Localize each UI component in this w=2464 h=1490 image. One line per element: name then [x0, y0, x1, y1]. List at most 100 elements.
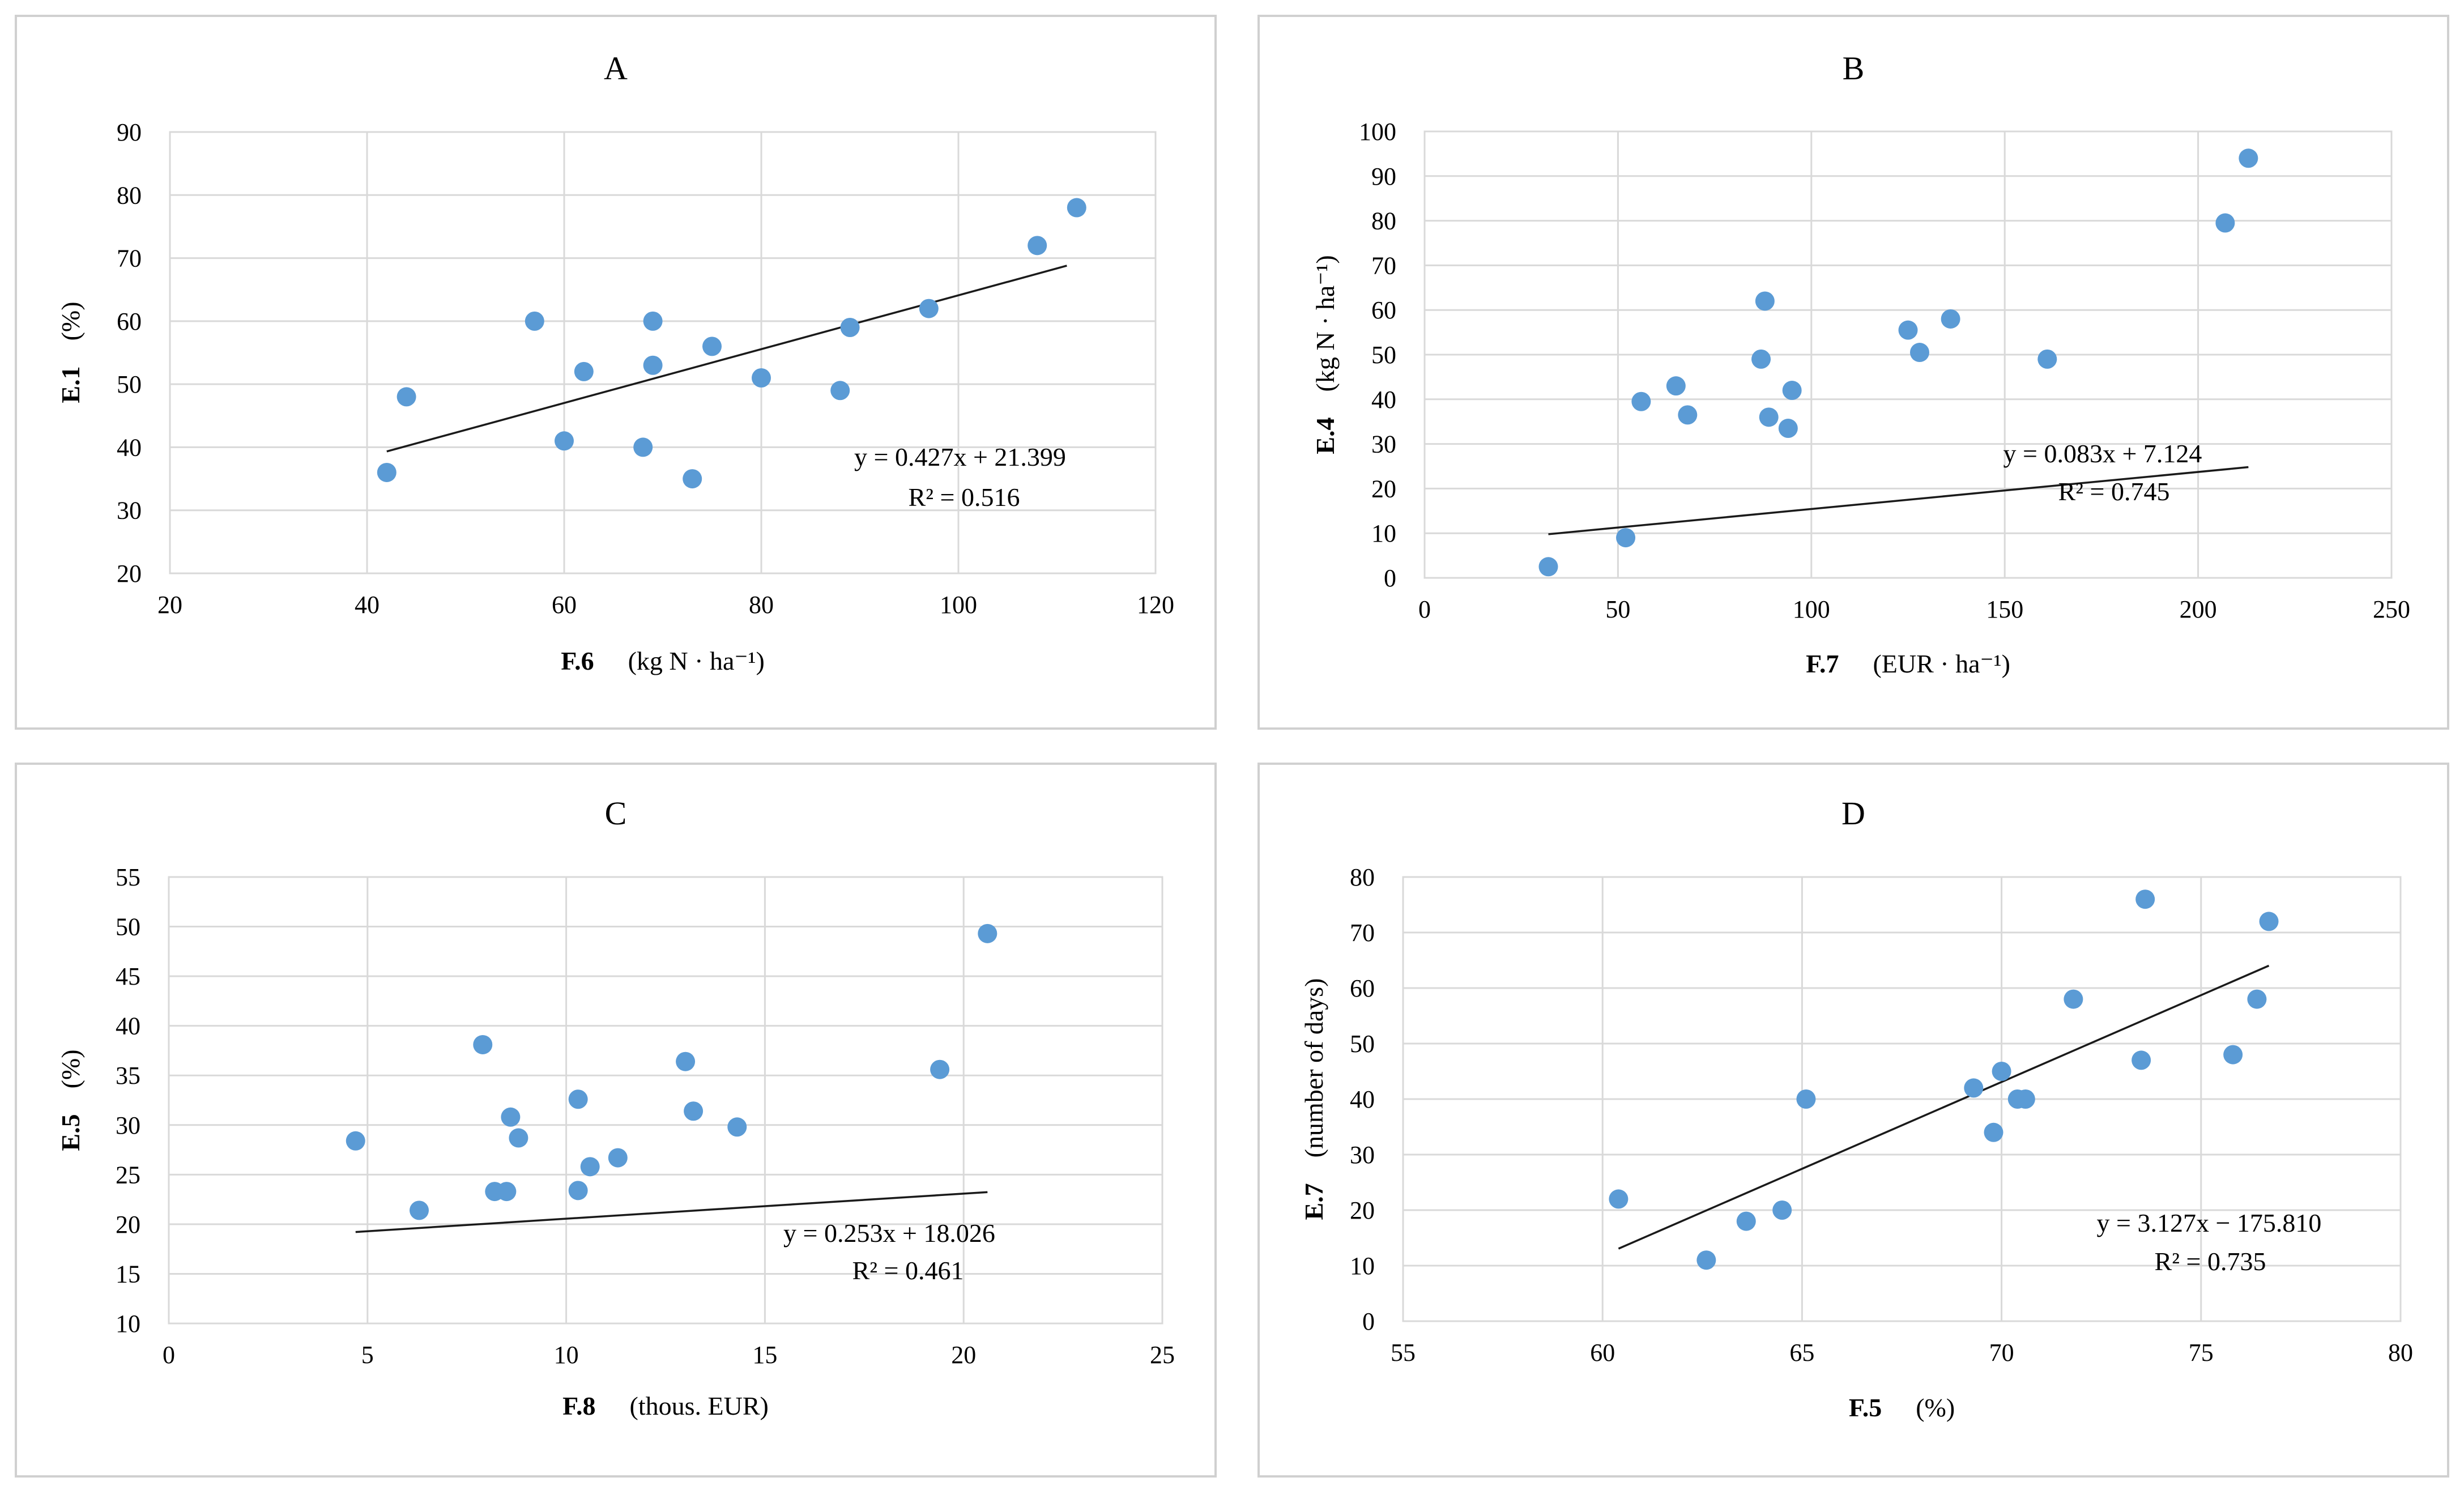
chart-c-x-tick-label: 15 [752, 1341, 777, 1369]
chart-d-y-tick-label: 20 [1350, 1197, 1375, 1224]
chart-d-y-tick-label: 80 [1350, 863, 1375, 891]
chart-a-data-point [574, 361, 594, 381]
chart-a-data-point [1028, 236, 1047, 256]
chart-b-x-tick-label: 150 [1986, 595, 2023, 623]
chart-c-y-axis-unit: (%) [56, 1049, 85, 1088]
chart-a-y-axis-title: E.1 (%) [56, 301, 85, 403]
chart-b-y-tick-label: 0 [1384, 564, 1396, 592]
chart-b-x-tick-label: 100 [1793, 595, 1830, 623]
chart-d-data-point [1696, 1250, 1716, 1270]
chart-c-data-point [684, 1101, 704, 1121]
chart-c-trend-line [355, 1191, 988, 1233]
chart-d-y-tick-label: 60 [1350, 974, 1375, 1002]
chart-c-data-point [978, 923, 997, 943]
chart-b-data-point [1782, 381, 1802, 401]
chart-c-frame [15, 763, 1217, 1478]
chart-d-data-point [2015, 1089, 2035, 1109]
chart-c-y-tick-label: 15 [116, 1260, 140, 1288]
chart-a-data-point [555, 431, 574, 451]
chart-d-data-point [2247, 989, 2267, 1009]
chart-a-x-axis-title: F.6 (kg N · ha⁻¹) [561, 646, 765, 675]
chart-c-y-tick-label: 10 [116, 1310, 140, 1338]
chart-c-title: C [605, 795, 627, 832]
chart-c-y-tick-label: 35 [116, 1062, 140, 1089]
chart-c-y-tick-label: 20 [116, 1211, 140, 1238]
chart-b-data-point [1666, 376, 1686, 396]
chart-a-data-point [397, 387, 416, 407]
chart-b-data-point [1678, 405, 1698, 425]
chart-c-data-point [473, 1035, 493, 1054]
chart-b-y-tick-label: 40 [1371, 386, 1396, 414]
chart-a-y-tick-label: 40 [117, 433, 142, 461]
chart-d-y-tick-label: 40 [1350, 1085, 1375, 1113]
chart-c-points [346, 923, 997, 1220]
chart-d-r-squared: R² = 0.735 [2155, 1247, 2266, 1276]
chart-b-grid [1423, 130, 2393, 579]
chart-b-data-point [1631, 391, 1651, 411]
chart-a: A 20 40 60 80 100 120 20 30 40 50 60 70 80 90 F.6 (kg N … [15, 15, 1217, 730]
chart-c-data-point [568, 1181, 588, 1200]
chart-b-y-tick-label: 50 [1371, 341, 1396, 369]
chart-d-x-tick-label: 70 [1989, 1339, 2014, 1366]
chart-a-data-point [830, 381, 850, 401]
chart-a-y-axis-unit: (%) [56, 301, 85, 340]
chart-b-y-tick-label: 10 [1371, 520, 1396, 547]
chart-d-data-point [2259, 912, 2279, 931]
chart-b-data-point [1778, 419, 1798, 439]
chart-b-points [1538, 148, 2258, 577]
chart-d-plot-area [1402, 876, 2402, 1322]
chart-c-x-tick-label: 25 [1150, 1341, 1175, 1369]
chart-a-r-squared: R² = 0.516 [909, 483, 1020, 512]
chart-d-data-point [1796, 1089, 1816, 1109]
chart-d: D 55 60 65 70 75 80 0 10 20 30 40 50 60 70 80 F.5 (%) E.7 (… [1257, 763, 2449, 1478]
chart-a-data-point [752, 368, 771, 388]
chart-b-y-tick-label: 100 [1359, 118, 1396, 146]
chart-a-data-point [1067, 198, 1086, 218]
chart-a-y-tick-label: 50 [117, 371, 142, 398]
chart-c-x-tick-label: 20 [951, 1341, 976, 1369]
chart-d-title: D [1841, 795, 1865, 832]
chart-c: C 0 5 10 15 20 25 10 15 20 25 30 35 40 45 50 55 F.8 (thous… [15, 763, 1217, 1478]
chart-d-x-tick-label: 80 [2388, 1339, 2413, 1366]
chart-b-data-point [1759, 407, 1779, 427]
chart-d-x-axis-unit: (%) [1916, 1393, 1955, 1422]
chart-d-data-point [1984, 1122, 2003, 1142]
chart-d-data-point [2064, 989, 2083, 1009]
chart-d-data-point [2132, 1050, 2151, 1070]
chart-b-y-axis-title: E.4 (kg N · ha⁻¹) [1311, 255, 1340, 454]
chart-c-data-point [930, 1059, 950, 1079]
chart-a-x-tick-label: 120 [1137, 591, 1174, 619]
chart-c-data-point [608, 1148, 628, 1168]
chart-c-data-point [580, 1157, 600, 1177]
chart-a-trend-line [386, 265, 1067, 453]
chart-c-x-axis-unit: (thous. EUR) [630, 1391, 769, 1420]
chart-c-data-point [509, 1128, 528, 1148]
chart-d-data-point [1736, 1211, 1756, 1231]
chart-a-y-tick-label: 30 [117, 497, 142, 525]
chart-c-data-point [497, 1182, 517, 1202]
chart-b-data-point [1751, 349, 1771, 369]
chart-d-frame [1257, 763, 2449, 1478]
chart-a-data-point [683, 469, 702, 489]
chart-b-x-tick-label: 0 [1418, 595, 1431, 623]
chart-b-data-point [1909, 343, 1929, 363]
chart-a-data-point [840, 317, 860, 337]
chart-d-data-point [1992, 1062, 2011, 1081]
chart-c-y-tick-label: 25 [116, 1161, 140, 1189]
chart-b-data-point [1538, 557, 1558, 577]
chart-a-data-point [633, 437, 653, 457]
chart-c-data-point [346, 1131, 365, 1151]
chart-a-y-tick-label: 80 [117, 181, 142, 209]
chart-c-data-point [410, 1200, 429, 1220]
chart-a-y-tick-label: 90 [117, 118, 142, 146]
chart-a-data-point [919, 299, 939, 318]
chart-b-plot-area [1423, 130, 2393, 579]
chart-d-x-tick-label: 75 [2189, 1339, 2214, 1366]
chart-c-equation: y = 0.253x + 18.026 [783, 1219, 995, 1248]
chart-b-frame [1257, 15, 2449, 730]
chart-a-x-axis-variable: F.6 [561, 646, 594, 675]
chart-b-x-tick-label: 50 [1605, 595, 1630, 623]
chart-a-y-tick-label: 60 [117, 308, 142, 335]
chart-a-x-tick-label: 20 [157, 591, 182, 619]
chart-c-y-tick-label: 45 [116, 963, 140, 990]
